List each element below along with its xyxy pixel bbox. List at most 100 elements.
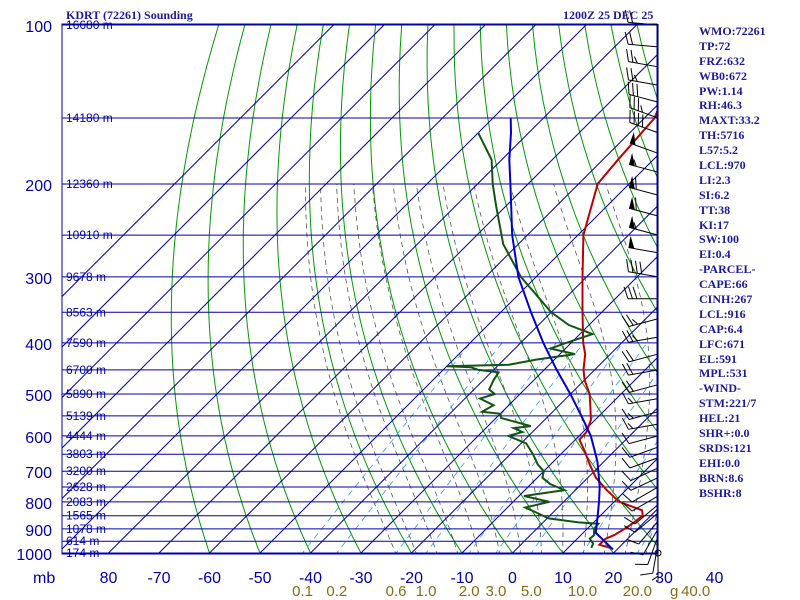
barb-staff	[631, 486, 659, 503]
height-label: 3200 m	[66, 464, 106, 478]
index-item: TP:72	[699, 38, 731, 53]
mixing-ratio-label: 0.2	[326, 583, 347, 600]
barb-staff	[628, 423, 659, 430]
barb-feather	[633, 56, 638, 64]
temperature-tick-label: 10	[554, 570, 572, 587]
height-label: 5890 m	[66, 387, 106, 401]
temperature-tick-label: 40	[706, 570, 724, 587]
stability-indices-panel: WMO:72261 TP:72 FRZ:632 WB0:672 PW:1.14 RH:46…	[699, 24, 766, 501]
index-item: LI:2.3	[699, 172, 731, 187]
barb-feather	[626, 538, 639, 545]
wind-barb	[635, 536, 659, 566]
height-label: 8563 m	[66, 305, 106, 319]
barb-staff	[628, 336, 659, 343]
barb-feather	[626, 330, 634, 342]
dry-adiabat	[768, 25, 800, 564]
index-item: FRZ:632	[699, 53, 745, 68]
index-item: EI:0.4	[699, 247, 731, 262]
barb-staff	[628, 93, 659, 103]
dry-adiabat	[369, 24, 514, 554]
wind-barb	[628, 175, 659, 196]
barb-feather	[640, 572, 653, 576]
isotherm	[157, 54, 657, 554]
height-label: 174 m	[66, 546, 99, 560]
dry-adiabat	[170, 24, 220, 554]
moist-adiabat	[442, 183, 542, 554]
index-item: SW:100	[699, 232, 740, 247]
barb-staff	[629, 457, 659, 469]
mixing-ratio-line	[467, 342, 624, 554]
barb-feather	[622, 502, 633, 512]
barb-staff	[628, 411, 659, 420]
mixing-ratio-line	[581, 441, 657, 554]
temperature-tick-label: 30	[655, 570, 673, 587]
barb-feather	[626, 67, 629, 81]
height-label: 16680 m	[66, 18, 113, 32]
height-label: 10910 m	[66, 228, 113, 242]
index-item: LCL:970	[699, 158, 746, 173]
index-item: LFC:671	[699, 336, 745, 351]
moist-adiabat	[473, 183, 564, 554]
pressure-tick-label: 700	[25, 465, 52, 482]
mixing-ratio-label: 0.6	[386, 583, 407, 600]
height-label: 5139 m	[66, 409, 106, 423]
wind-barb	[621, 362, 659, 376]
dry-adiabat	[276, 24, 363, 554]
moist-adiabat	[336, 183, 438, 554]
pressure-tick-label: 200	[25, 178, 52, 195]
barb-staff	[642, 528, 659, 556]
height-label: 14180 m	[66, 111, 113, 125]
barb-feather	[623, 286, 629, 299]
index-item: CAP:6.4	[699, 321, 743, 336]
isotherm	[308, 205, 657, 554]
barb-feather	[639, 261, 643, 275]
dry-adiabat	[242, 24, 312, 554]
barb-feather	[624, 31, 629, 45]
barb-staff	[628, 318, 659, 327]
isotherm	[62, 24, 487, 449]
mixing-ratio-label: 20.0	[623, 583, 652, 600]
isotherm	[62, 24, 538, 500]
barb-feather	[621, 351, 630, 363]
barb-feather	[627, 397, 634, 404]
index-item: -WIND-	[699, 381, 741, 396]
barb-feather	[621, 417, 629, 430]
barb-feather	[627, 422, 634, 429]
barb-feather	[629, 10, 634, 23]
index-item: EL:591	[699, 351, 738, 366]
wind-barb	[629, 95, 659, 119]
moist-adiabat	[553, 183, 617, 554]
barb-staff	[634, 512, 659, 533]
chart-grid	[62, 24, 800, 564]
index-item: WMO:72261	[699, 24, 766, 38]
height-label: 3803 m	[66, 447, 106, 461]
index-item: BSHR:8	[699, 485, 742, 500]
barb-feather	[621, 392, 629, 405]
height-label: 1078 m	[66, 522, 106, 536]
barb-staff	[628, 435, 659, 445]
barb-feather	[624, 9, 629, 23]
barb-staff	[628, 61, 659, 68]
barb-pennant	[628, 235, 635, 249]
wind-barb	[621, 330, 659, 343]
isotherm	[207, 104, 657, 554]
wind-barb	[621, 349, 659, 363]
barb-feather	[651, 575, 659, 581]
moist-adiabat	[605, 183, 651, 554]
height-label: 1565 m	[66, 509, 106, 523]
barb-feather	[621, 330, 629, 343]
mixing-ratio-line	[301, 342, 471, 554]
barb-staff	[628, 353, 659, 363]
wind-barb	[622, 486, 659, 503]
barb-feather	[630, 259, 634, 273]
barb-feather	[621, 471, 632, 481]
moist-adiabat	[353, 183, 459, 554]
wind-barb	[626, 49, 659, 68]
temperature-tick-label: -60	[198, 570, 221, 587]
pressure-unit-label: mb	[33, 570, 55, 587]
moist-adiabat	[509, 183, 588, 554]
chart-title: KDRT (72261) Sounding	[66, 8, 193, 22]
chart-datetime: 1200Z 25 DEC 25	[563, 8, 654, 22]
barb-feather	[627, 81, 630, 95]
